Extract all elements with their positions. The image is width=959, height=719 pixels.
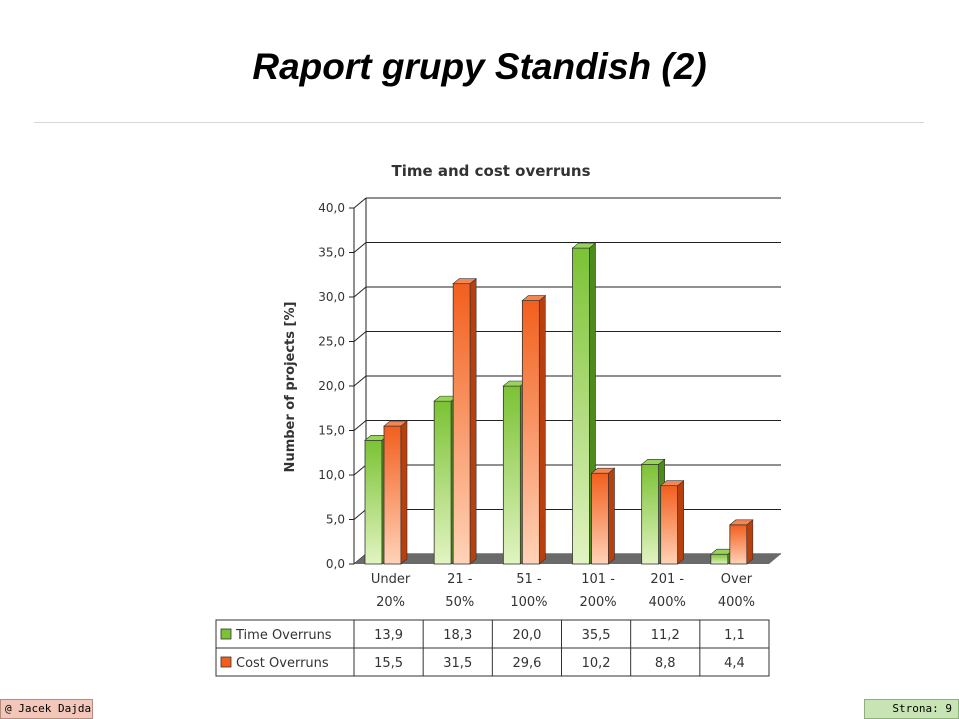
y-tick-label: 40,0 [318,201,345,215]
x-tick-label: 20% [376,595,405,610]
y-tick-label: 35,0 [318,246,345,260]
data-label: 1,1 [724,628,745,643]
y-tick-label: 10,0 [318,468,345,482]
bar-top [590,467,616,474]
bar-top [640,459,666,465]
y-tick-label: 15,0 [318,424,345,438]
gridline-side [353,509,367,520]
chart-title: Time and cost overruns [391,162,590,180]
gridline-side [353,197,367,209]
bar-top [571,242,597,249]
bar [521,300,540,565]
data-label: 31,5 [443,656,472,671]
data-label: 8,8 [655,656,676,671]
x-tick-label: 101 - [581,572,615,587]
bar [433,400,452,565]
bar [452,283,471,565]
data-label: 13,9 [374,628,403,643]
bar-side [677,480,684,565]
bar-top [383,420,408,427]
data-label: 18,3 [443,628,472,643]
legend-label: Cost Overruns [236,656,329,671]
y-axis-label: Number of projects [%] [283,302,298,473]
x-tick-label: Under [371,572,411,587]
legend-label: Time Overruns [235,628,332,643]
gridline-side [353,464,367,476]
title-divider [34,122,924,123]
legend-swatch [220,628,232,640]
y-tick-label: 25,0 [318,335,345,349]
x-tick-label: 21 - [447,572,473,587]
slide-title: Raport grupy Standish (2) [252,46,707,87]
bar [383,425,402,565]
gridline-side [353,331,367,342]
data-label: 11,2 [651,628,680,643]
bar-top [521,295,547,301]
x-tick-label: 50% [445,595,474,610]
bar [710,553,729,565]
gridline-side [353,286,367,298]
bar-side [400,420,408,565]
y-tick-label: 5,0 [326,513,345,527]
bar-side [469,278,477,565]
legend-swatch [220,656,232,668]
footer-author: @ Jacek Dajda [0,699,93,719]
bar-side [746,519,754,565]
bar [364,439,383,565]
bar [591,472,609,565]
x-tick-label: 51 - [516,572,542,587]
bar [502,385,521,565]
x-tick-label: 100% [510,595,547,610]
x-tick-label: 201 - [650,572,684,587]
bar [729,524,748,565]
bar-top [729,519,754,526]
data-label: 35,5 [582,628,611,643]
bar-top [452,278,477,284]
overruns-chart: Time and cost overruns 0,0 5,0 10,0 15,0 20,0… [215,162,781,677]
chart-area: Time and cost overruns 0,0 5,0 10,0 15,0 20,0… [199,152,785,692]
gridline-side [353,420,367,431]
bar-side [539,294,546,565]
gridline-side [353,375,367,387]
gridline-side [353,242,367,253]
y-tick-label: 20,0 [318,379,345,393]
bar [660,485,679,565]
data-label: 20,0 [512,628,541,643]
bar [572,247,590,565]
bar [641,463,660,565]
footer-page-number: Strona: 9 [864,699,959,719]
data-label: 4,4 [724,656,745,671]
bar-side [608,467,615,565]
data-label: 10,2 [582,656,611,671]
x-tick-label: 200% [579,595,616,610]
data-label: 29,6 [512,656,541,671]
x-tick-label: Over [721,572,753,587]
x-tick-label: 400% [718,595,755,610]
x-tick-label: 400% [649,595,686,610]
y-tick-label: 30,0 [318,290,345,304]
y-tick-label: 0,0 [326,557,345,571]
data-label: 15,5 [374,656,403,671]
bar-top [659,480,685,486]
